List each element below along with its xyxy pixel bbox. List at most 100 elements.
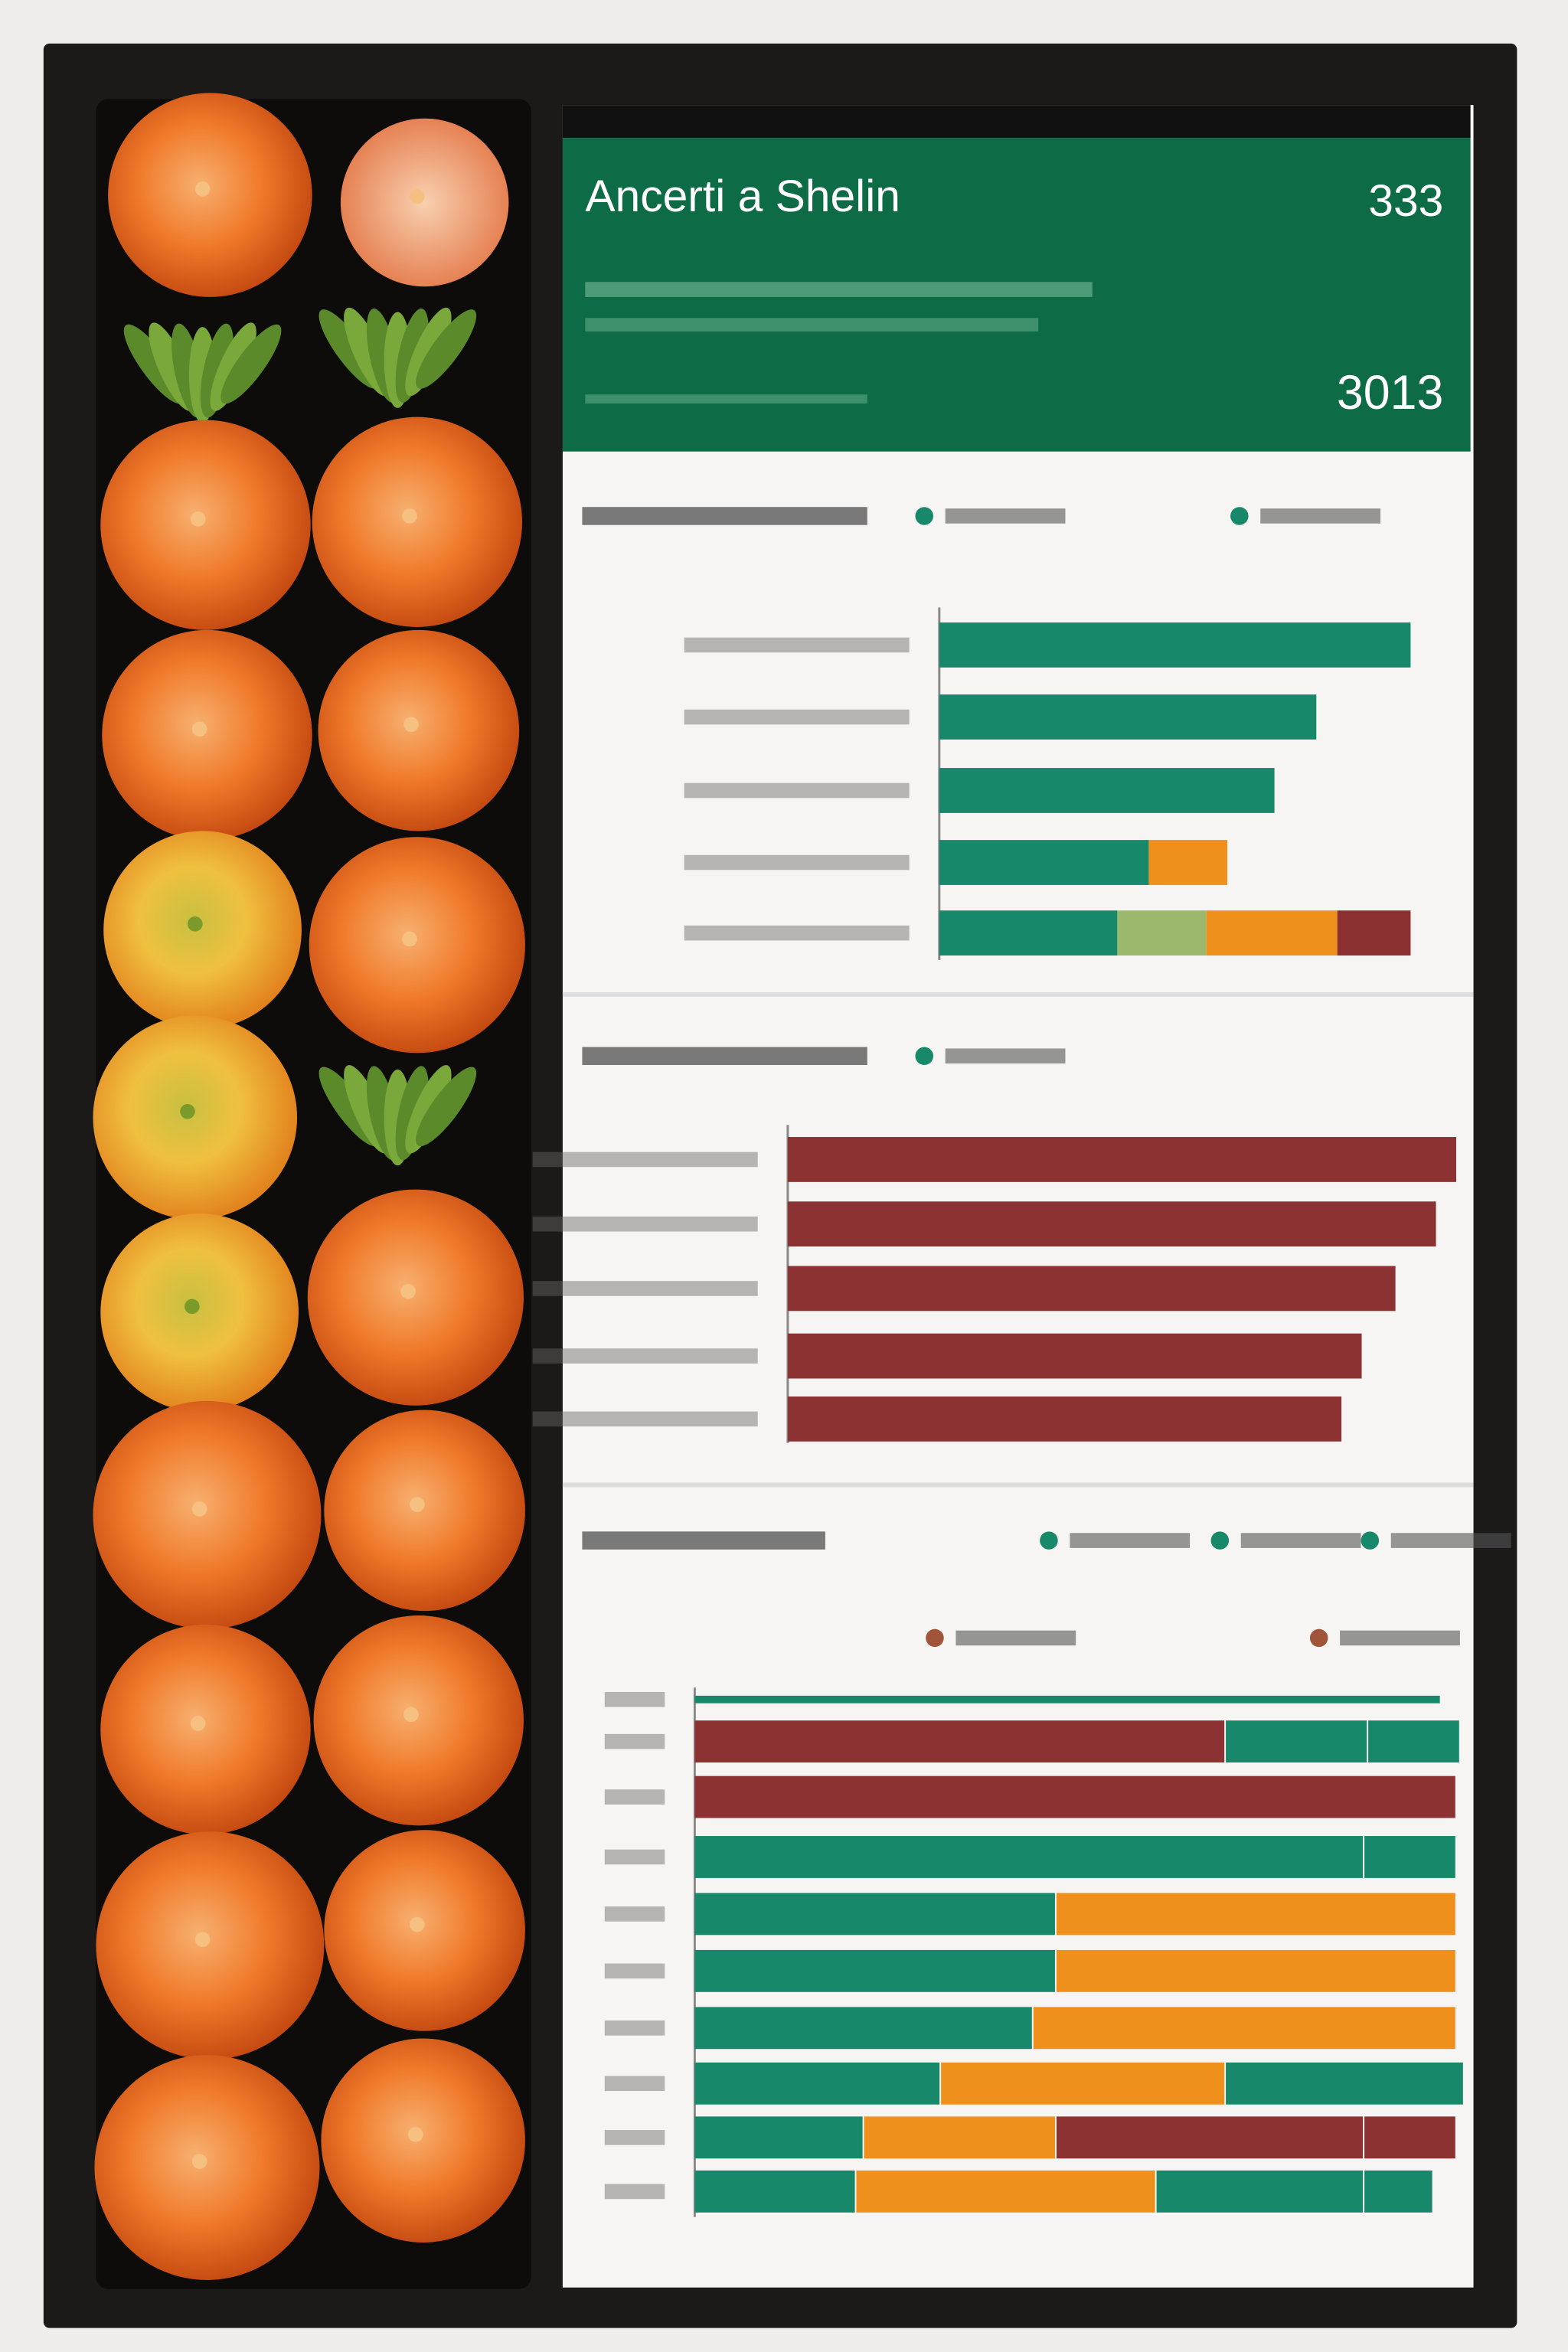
category-label: [604, 1963, 665, 1979]
legend-dot: [926, 1628, 944, 1648]
orange-stem: [190, 1716, 206, 1731]
bar: [939, 694, 1317, 740]
bar: [939, 910, 1118, 956]
produce: [93, 93, 525, 2280]
legend-dot: [1309, 1628, 1328, 1648]
bar-segment: [694, 1775, 1455, 1818]
bar-segment: [856, 2170, 1155, 2213]
category-label: [604, 2020, 665, 2036]
header-title: Ancerti a Shelin: [585, 172, 900, 221]
bar: [1206, 910, 1338, 956]
orange: [102, 629, 312, 841]
legend-label: [1070, 1533, 1191, 1548]
orange-stem: [180, 1103, 195, 1119]
bar: [787, 1137, 1456, 1182]
orange: [321, 2038, 525, 2243]
bar-segment: [694, 1836, 1364, 1878]
bar-segment: [1226, 1720, 1367, 1763]
orange: [103, 831, 302, 1029]
legend-label: [945, 508, 1066, 524]
legend-dot: [1210, 1531, 1230, 1550]
bar-segment: [941, 2062, 1225, 2105]
legend-label: [945, 1048, 1066, 1064]
leaf: [200, 323, 234, 418]
legend-label: [956, 1630, 1076, 1646]
bar-segment: [694, 2116, 863, 2159]
orange: [94, 2055, 320, 2280]
orange: [100, 1624, 311, 1835]
bar: [1117, 910, 1207, 956]
orange: [309, 837, 525, 1054]
orange: [93, 1015, 298, 1220]
leaf: [416, 1067, 477, 1147]
orange-stem: [403, 1707, 419, 1723]
header-value: 333: [1368, 176, 1443, 226]
category-label: [604, 1906, 665, 1922]
orange: [100, 420, 311, 630]
category-label: [532, 1216, 758, 1232]
bar: [787, 1396, 1342, 1442]
orange-stem: [410, 1497, 425, 1512]
bar: [1148, 840, 1228, 885]
bar-segment: [1364, 2170, 1432, 2213]
orange-stem: [187, 916, 203, 932]
legend-dot: [915, 1047, 934, 1066]
orange-stem: [194, 1932, 211, 1948]
bar: [787, 1201, 1436, 1247]
bar: [939, 840, 1149, 885]
bar-segment: [694, 1695, 1440, 1704]
legend-label: [1340, 1630, 1460, 1646]
charts: [532, 507, 1511, 2217]
orange: [307, 1189, 524, 1406]
orange-stem: [408, 2127, 423, 2142]
bar-segment: [694, 2170, 855, 2213]
chart-title: [582, 1531, 825, 1550]
chart-title: [582, 507, 867, 525]
header-subtext: [585, 282, 1093, 297]
bar: [939, 622, 1411, 668]
bar-segment: [694, 2007, 1032, 2050]
category-label: [604, 1789, 665, 1805]
header-value: 3013: [1337, 366, 1443, 420]
bar-segment: [694, 2062, 940, 2105]
bar-segment: [1368, 1720, 1459, 1763]
category-label: [532, 1411, 758, 1427]
orange-stem: [191, 2154, 207, 2169]
category-label: [684, 854, 910, 871]
orange: [313, 1615, 524, 1826]
orange: [96, 1831, 325, 2060]
bar-segment: [1056, 1893, 1455, 1936]
orange: [100, 1213, 299, 1412]
orange-stem: [190, 511, 206, 527]
bar-segment: [1364, 1836, 1455, 1878]
category-label: [604, 1733, 665, 1749]
bar-segment: [1056, 1949, 1455, 1992]
legend-dot: [1361, 1531, 1380, 1550]
orange-stem: [191, 721, 207, 737]
category-label: [604, 2076, 665, 2092]
orange: [312, 416, 523, 627]
bar: [1337, 910, 1411, 956]
orange: [324, 1830, 525, 2031]
category-label: [604, 1691, 665, 1707]
legend-dot: [1230, 507, 1249, 525]
orange-stem: [410, 1916, 425, 1932]
category-label: [684, 709, 910, 725]
chart-title: [582, 1047, 867, 1066]
orange-stem: [403, 717, 419, 733]
category-label: [532, 1152, 758, 1168]
orange-stem: [400, 1284, 416, 1299]
orange: [108, 93, 312, 297]
orange-stem: [402, 508, 417, 524]
bar: [787, 1333, 1362, 1379]
bar-segment: [1056, 2116, 1364, 2159]
leaf: [395, 309, 429, 403]
bar-segment: [1156, 2170, 1364, 2213]
orange: [324, 1410, 525, 1612]
top-bar: [562, 105, 1471, 139]
bar-segment: [1364, 2116, 1455, 2159]
legend-label: [1260, 508, 1381, 524]
header-subtext: [585, 394, 867, 404]
